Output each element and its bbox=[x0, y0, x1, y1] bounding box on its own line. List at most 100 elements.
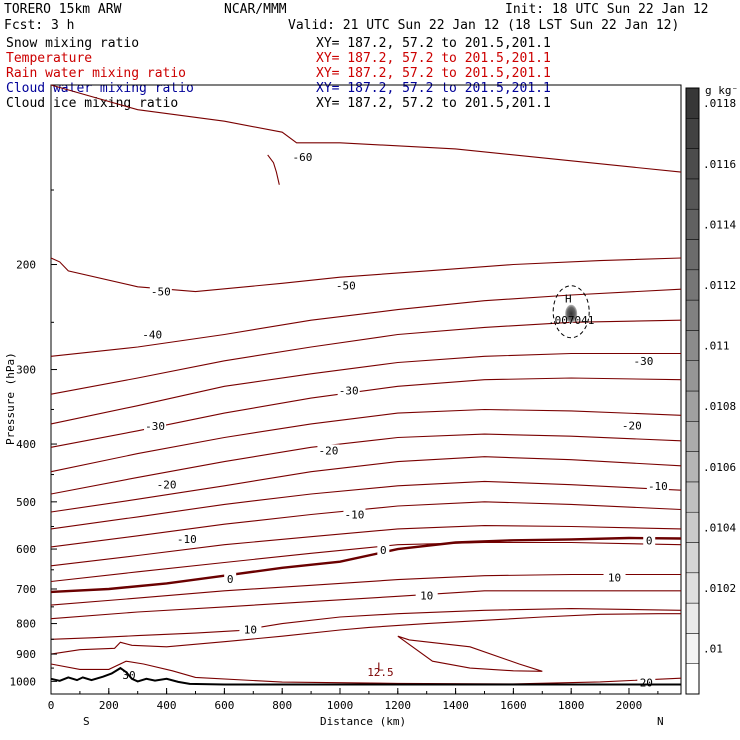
colorbar-segment bbox=[685, 239, 700, 271]
x-tick-label: 1800 bbox=[558, 699, 585, 712]
isotherm-line bbox=[50, 456, 682, 513]
zero-isotherm-label: 0 bbox=[227, 573, 234, 586]
isotherm-label-bg bbox=[149, 285, 172, 297]
colorbar-tick-label: .0116 bbox=[703, 158, 736, 171]
x-tick-label: 1200 bbox=[385, 699, 412, 712]
annotation-label: .007041 bbox=[548, 314, 594, 327]
colorbar-segment bbox=[685, 148, 700, 180]
y-tick-label: 1000 bbox=[10, 675, 37, 688]
plot-frame bbox=[50, 84, 682, 695]
colorbar-segment bbox=[685, 390, 700, 422]
colorbar-segment bbox=[685, 87, 700, 119]
isotherm-label: 10 bbox=[420, 590, 433, 603]
colorbar-segment bbox=[685, 360, 700, 392]
colorbar-segment bbox=[685, 602, 700, 634]
y-tick-label: 500 bbox=[16, 496, 36, 509]
isotherm-label: -60 bbox=[292, 151, 312, 164]
x-tick-label: 1600 bbox=[500, 699, 527, 712]
y-axis: 200 300 400 500 600 700 800 900 1000 bbox=[10, 189, 57, 695]
isotherm-label-bg bbox=[334, 279, 357, 291]
x-tick-label: 1000 bbox=[327, 699, 354, 712]
snow-maximum-shading bbox=[565, 304, 578, 323]
field-xy: XY= 187.2, 57.2 to 201.5,201.1 bbox=[316, 66, 551, 81]
annotation-layer: H .007041 L12.5 bbox=[367, 285, 594, 679]
x-tick-label: 200 bbox=[99, 699, 119, 712]
colorbar-segment bbox=[685, 178, 700, 210]
terrain-layer bbox=[50, 666, 681, 686]
colorbar-frame bbox=[685, 87, 700, 695]
snow-maximum-contour bbox=[552, 285, 590, 339]
colorbar-tick-label: .01 bbox=[703, 643, 723, 656]
colorbar-tick-label: .0112 bbox=[703, 279, 736, 292]
isotherm-label-bg bbox=[317, 444, 340, 456]
isotherm-line bbox=[50, 541, 682, 583]
colorbar-segment bbox=[685, 299, 700, 331]
isotherm-label: -20 bbox=[622, 419, 642, 432]
y-tick-label: 900 bbox=[16, 648, 36, 661]
colorbar-tick-label: .0106 bbox=[703, 461, 736, 474]
isotherm-label-bg bbox=[141, 328, 164, 340]
colorbar-segment bbox=[685, 208, 700, 240]
terrain-line bbox=[50, 666, 681, 686]
field-legend: Snow mixing ratio XY= 187.2, 57.2 to 201.… bbox=[6, 36, 551, 111]
isotherm-label: -30 bbox=[145, 420, 165, 433]
colorbar-segment bbox=[685, 269, 700, 301]
annotation-label: 12.5 bbox=[367, 666, 394, 679]
isotherm-label: -10 bbox=[345, 508, 365, 521]
y-tick-label: 700 bbox=[16, 583, 36, 596]
isotherm-label-bg bbox=[144, 419, 167, 431]
isotherm-label: -30 bbox=[633, 355, 653, 368]
x-tick-label: 1400 bbox=[442, 699, 469, 712]
colorbar-segment bbox=[685, 542, 700, 574]
isotherm-label-bg bbox=[620, 419, 643, 431]
isotherm-label-bg bbox=[175, 532, 198, 544]
zero-label-bg bbox=[377, 543, 390, 555]
colorbar-segment bbox=[685, 481, 700, 513]
colorbar-tick-label: .0114 bbox=[703, 218, 736, 231]
isotherm-line bbox=[50, 660, 682, 685]
isotherm-label-bg bbox=[291, 150, 314, 162]
colorbar-segment bbox=[685, 663, 700, 695]
isotherm-label: 20 bbox=[640, 677, 653, 690]
isotherm-label-bg bbox=[343, 508, 366, 520]
isotherm-label: -20 bbox=[318, 444, 338, 457]
zero-isotherm-line bbox=[50, 536, 682, 594]
colorbar-segment bbox=[685, 330, 700, 361]
isotherm-line bbox=[50, 257, 682, 293]
isotherm-line bbox=[50, 480, 682, 530]
field-xy: XY= 187.2, 57.2 to 201.5,201.1 bbox=[316, 81, 551, 96]
colorbar-segment bbox=[685, 451, 700, 483]
colorbar-tick-label: .011 bbox=[703, 340, 730, 353]
y-tick-label: 800 bbox=[16, 618, 36, 631]
isotherm-label-bg bbox=[415, 589, 438, 601]
field-label: Rain water mixing ratio bbox=[6, 66, 186, 81]
colorbar-tick-label: .0102 bbox=[703, 582, 736, 595]
isotherm-closed-contour bbox=[397, 635, 543, 672]
zero-isotherm-label: 0 bbox=[646, 534, 653, 547]
y-tick-label: 600 bbox=[16, 543, 36, 556]
colorbar-segment bbox=[685, 511, 700, 543]
annotation-label: H bbox=[565, 292, 572, 305]
annotation-label: L bbox=[377, 661, 384, 674]
isotherm-line bbox=[50, 408, 682, 473]
x-axis-label: Distance (km) bbox=[320, 715, 406, 728]
isotherm-line bbox=[267, 154, 280, 185]
isotherm-line bbox=[50, 573, 681, 606]
colorbar-tick-label: .0108 bbox=[703, 400, 736, 413]
isotherm-label: -40 bbox=[142, 328, 162, 341]
isotherm-label: -10 bbox=[648, 480, 668, 493]
isotherm-label-bg bbox=[155, 478, 178, 490]
x-tick-label: 0 bbox=[48, 699, 55, 712]
zero-label-bg bbox=[643, 534, 656, 546]
isotherm-label: -20 bbox=[157, 479, 177, 492]
isotherm-label: -50 bbox=[336, 280, 356, 293]
x-tick-label: 600 bbox=[214, 699, 234, 712]
south-label: S bbox=[83, 715, 90, 728]
field-label: Snow mixing ratio bbox=[6, 36, 139, 51]
isotherm-label: 10 bbox=[608, 572, 621, 585]
isotherm-line bbox=[50, 613, 681, 655]
y-axis-label: Pressure (hPa) bbox=[4, 352, 17, 445]
init-time: Init: 18 UTC Sun 22 Jan 12 bbox=[505, 2, 709, 17]
valid-time: Valid: 21 UTC Sun 22 Jan 12 (18 LST Sun … bbox=[288, 18, 679, 33]
